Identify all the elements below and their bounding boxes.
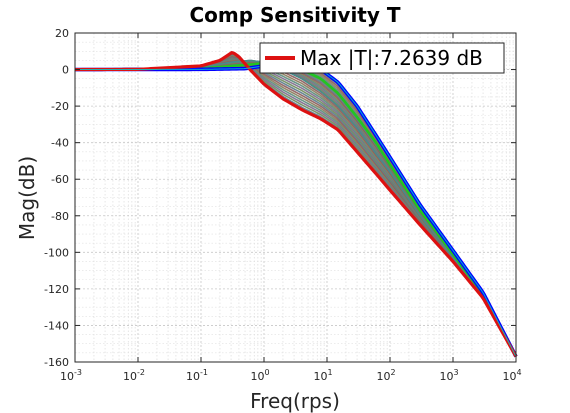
x-tick-label: 100 <box>250 368 269 383</box>
x-tick-exponent: 4 <box>516 368 521 377</box>
x-tick-exponent: 0 <box>264 368 269 377</box>
chart-title: Comp Sensitivity T <box>189 3 400 27</box>
x-tick-exponent: 1 <box>327 368 332 377</box>
x-tick-exponent: -2 <box>137 368 145 377</box>
x-tick-base: 10 <box>60 370 74 383</box>
x-tick-label: 103 <box>439 368 458 383</box>
x-tick-label: 10-2 <box>123 368 145 383</box>
x-tick-exponent: -3 <box>74 368 82 377</box>
y-tick-label: -120 <box>44 283 69 296</box>
y-tick-label: 20 <box>55 27 69 40</box>
y-tick-label: -80 <box>51 210 69 223</box>
x-tick-exponent: -1 <box>200 368 208 377</box>
x-tick-label: 102 <box>376 368 395 383</box>
plot-frame <box>74 32 517 363</box>
max-curve <box>74 51 518 358</box>
y-tick-label: -140 <box>44 319 69 332</box>
x-tick-base: 10 <box>186 370 200 383</box>
y-axis-label: Mag(dB) <box>15 156 39 240</box>
x-tick-label: 104 <box>502 368 521 383</box>
x-tick-exponent: 3 <box>453 368 458 377</box>
y-axis-ticks: 20 0 -20 -40 -60 -80 -100 -120 -140 -160 <box>44 27 516 369</box>
x-tick-label: 10-3 <box>60 368 82 383</box>
x-tick-base: 10 <box>376 370 390 383</box>
y-tick-label: -100 <box>44 246 69 259</box>
grid <box>74 32 517 363</box>
x-tick-label: 10-1 <box>186 368 208 383</box>
y-tick-label: -40 <box>51 137 69 150</box>
y-tick-label: -60 <box>51 173 69 186</box>
y-tick-label: -20 <box>51 100 69 113</box>
x-tick-base: 10 <box>250 370 264 383</box>
x-tick-exponent: 2 <box>390 368 395 377</box>
x-tick-base: 10 <box>439 370 453 383</box>
y-tick-label: -160 <box>44 356 69 369</box>
y-tick-label: 0 <box>62 64 69 77</box>
legend: Max |T|:7.2639 dB <box>259 42 505 74</box>
legend-box <box>259 42 505 74</box>
x-tick-label: 101 <box>313 368 332 383</box>
x-tick-base: 10 <box>502 370 516 383</box>
legend-label-max: Max |T|:7.2639 dB <box>300 46 483 70</box>
x-axis-ticks: 10-3 10-2 10-1 100 101 102 103 104 <box>60 33 522 383</box>
x-tick-base: 10 <box>313 370 327 383</box>
x-tick-base: 10 <box>123 370 137 383</box>
x-axis-label: Freq(rps) <box>250 389 340 413</box>
